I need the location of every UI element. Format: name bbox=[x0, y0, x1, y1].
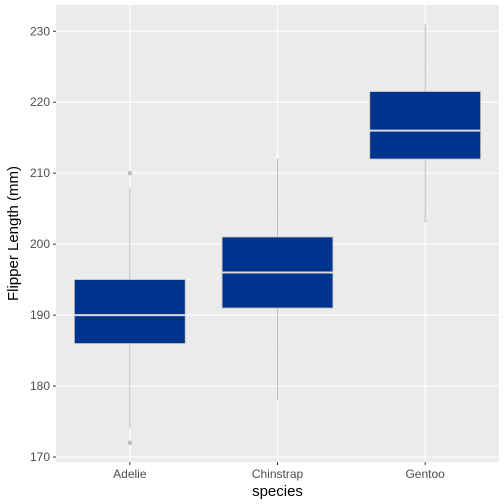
x-axis-title: species bbox=[252, 483, 303, 500]
y-tick-label: 210 bbox=[30, 166, 50, 180]
y-tick-label: 200 bbox=[30, 237, 50, 251]
y-tick-label: 220 bbox=[30, 95, 50, 109]
box-group-chinstrap bbox=[221, 158, 334, 401]
y-axis-ticks: 170 180 190 200 210 220 230 bbox=[30, 24, 56, 464]
x-tick-label-gentoo: Gentoo bbox=[405, 467, 445, 481]
box-group-gentoo bbox=[369, 24, 481, 223]
y-tick-label: 170 bbox=[30, 450, 50, 464]
box-group-adelie bbox=[74, 170, 186, 446]
outlier-point-adelie bbox=[127, 170, 133, 176]
box-gentoo bbox=[369, 91, 481, 160]
y-tick-label: 180 bbox=[30, 379, 50, 393]
x-tick-label-chinstrap: Chinstrap bbox=[252, 467, 304, 481]
box-marks bbox=[74, 24, 481, 446]
outlier-point-adelie bbox=[127, 440, 133, 446]
box-adelie bbox=[74, 279, 186, 344]
y-tick-label: 190 bbox=[30, 308, 50, 322]
x-axis-ticks: Adelie Chinstrap Gentoo bbox=[113, 462, 445, 481]
y-tick-label: 230 bbox=[30, 24, 50, 38]
x-tick-label-adelie: Adelie bbox=[113, 467, 147, 481]
y-axis-title: Flipper Length (mm) bbox=[5, 166, 22, 301]
